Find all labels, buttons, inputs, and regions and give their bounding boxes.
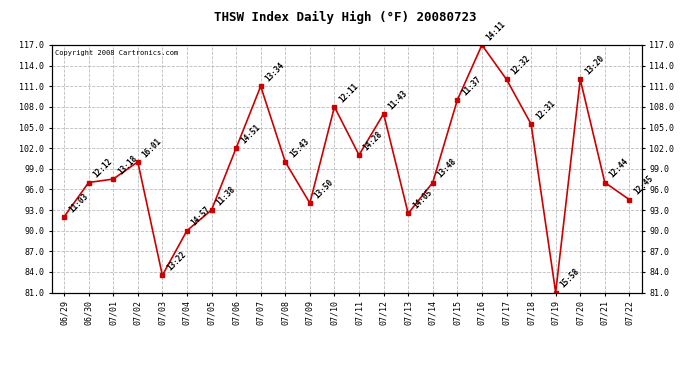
Text: 12:44: 12:44 [608,157,631,180]
Text: 14:11: 14:11 [484,20,507,42]
Text: THSW Index Daily High (°F) 20080723: THSW Index Daily High (°F) 20080723 [214,11,476,24]
Text: 13:18: 13:18 [116,154,139,176]
Text: 12:12: 12:12 [91,157,114,180]
Text: 16:01: 16:01 [141,136,164,159]
Text: 12:31: 12:31 [534,99,557,121]
Text: 15:58: 15:58 [558,267,581,290]
Text: 14:05: 14:05 [411,188,434,211]
Text: 11:38: 11:38 [215,184,237,207]
Text: 11:03: 11:03 [67,191,90,214]
Text: 14:51: 14:51 [239,123,262,146]
Text: 13:50: 13:50 [313,178,335,200]
Text: 12:32: 12:32 [509,54,532,76]
Text: 11:37: 11:37 [460,75,483,97]
Text: 13:34: 13:34 [264,61,286,84]
Text: 14:57: 14:57 [190,205,213,228]
Text: 12:45: 12:45 [632,174,655,197]
Text: 11:43: 11:43 [386,88,409,111]
Text: 14:28: 14:28 [362,129,384,152]
Text: 13:22: 13:22 [165,250,188,273]
Text: 15:43: 15:43 [288,136,310,159]
Text: 13:20: 13:20 [583,54,606,76]
Text: Copyright 2008 Cartronics.com: Copyright 2008 Cartronics.com [55,50,178,56]
Text: 13:48: 13:48 [435,157,458,180]
Text: 12:11: 12:11 [337,81,360,104]
